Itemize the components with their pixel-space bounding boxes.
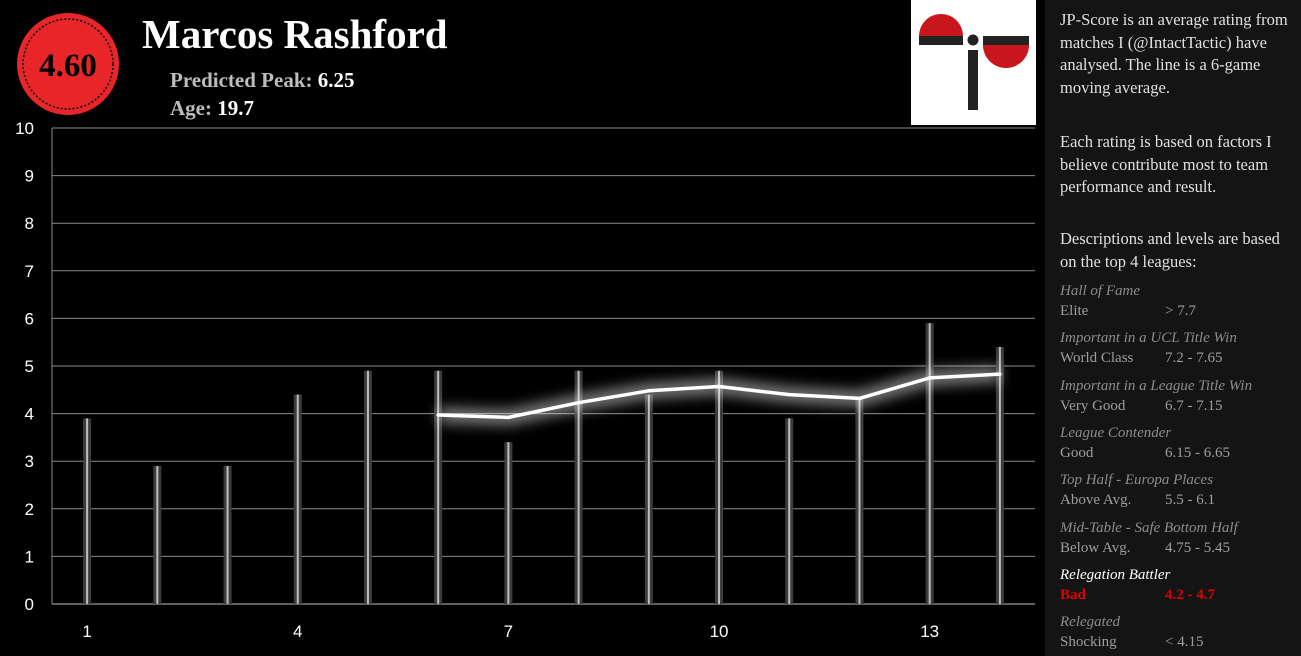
level-row: Below Avg. 4.75 - 5.45 (1060, 538, 1296, 558)
level-range: 6.15 - 6.65 (1165, 444, 1230, 461)
level-title: Relegation Battler (1060, 566, 1171, 583)
level-item: Important in a League Title Win Very Good… (1060, 376, 1296, 416)
bar-line (507, 442, 510, 604)
x-tick-label: 1 (82, 622, 91, 641)
y-tick-label: 8 (25, 214, 34, 233)
level-title: Important in a UCL Title Win (1060, 330, 1237, 347)
x-tick-label: 4 (293, 622, 302, 641)
y-tick-label: 10 (15, 119, 34, 138)
level-item: Top Half - Europa Places Above Avg. 5.5 - … (1060, 470, 1296, 510)
level-name: Elite (1060, 303, 1089, 319)
peak-value: 6.25 (317, 68, 355, 92)
level-name: Bad (1060, 586, 1086, 603)
x-tick-label: 10 (710, 622, 729, 641)
score-value: 4.60 (39, 48, 97, 84)
bar-line (998, 346, 1001, 604)
level-range: < 4.15 (1165, 634, 1204, 651)
level-row: Good 6.15 - 6.65 (1060, 443, 1296, 463)
info-panel: JP-Score is an average rating from match… (1045, 0, 1301, 656)
bar-line (577, 370, 580, 604)
y-tick-label: 9 (25, 167, 34, 186)
score-badge: 4.60 (17, 13, 119, 115)
level-range: 5.5 - 6.1 (1165, 492, 1215, 509)
y-tick-label: 5 (25, 357, 34, 376)
bar-line (788, 418, 791, 604)
level-row: World Class 7.2 - 7.65 (1060, 348, 1296, 368)
level-row: Bad 4.2 - 4.7 (1060, 585, 1296, 605)
level-name: Shocking (1060, 634, 1117, 651)
y-tick-label: 1 (25, 547, 34, 566)
level-name: World Class (1060, 350, 1134, 367)
bar-line (928, 323, 931, 604)
level-item: Hall of Fame Elite > 7.7 (1060, 281, 1296, 321)
x-tick-label: 13 (920, 622, 939, 641)
level-item: Important in a UCL Title Win World Class 7… (1060, 328, 1296, 368)
bar-line (296, 394, 299, 604)
y-tick-label: 2 (25, 500, 34, 519)
predicted-peak: Predicted Peak: 6.25 (170, 68, 355, 93)
level-range: 4.75 - 5.45 (1165, 539, 1230, 556)
level-name: Above Avg. (1060, 492, 1132, 509)
age-value: 19.7 (217, 96, 254, 120)
level-name: Very Good (1060, 397, 1126, 414)
level-item: Relegated Shocking < 4.15 (1060, 612, 1296, 652)
bar-line (226, 465, 229, 604)
y-tick-label: 0 (25, 595, 34, 614)
level-row: Very Good 6.7 - 7.15 (1060, 396, 1296, 416)
jp-logo-icon (911, 0, 1036, 125)
bar-line (366, 370, 369, 604)
level-range: > 7.7 (1165, 303, 1196, 319)
bar-line (858, 399, 861, 604)
y-tick-label: 7 (25, 262, 34, 281)
intro-text: JP-Score is an average rating from match… (1060, 10, 1288, 97)
level-title: Hall of Fame (1060, 283, 1140, 299)
level-item: League Contender Good 6.15 - 6.65 (1060, 423, 1296, 463)
bar-line (647, 394, 650, 604)
level-name: Below Avg. (1060, 539, 1131, 556)
bar-line (437, 370, 440, 604)
level-title: Important in a League Title Win (1060, 377, 1253, 394)
level-title: Relegated (1060, 614, 1120, 631)
factors-text: Each rating is based on factors I believ… (1060, 132, 1272, 196)
level-row: Elite > 7.7 (1060, 301, 1296, 321)
bar-line (718, 370, 721, 604)
level-title: Top Half - Europa Places (1060, 472, 1214, 489)
level-title: League Contender (1060, 424, 1172, 441)
level-range: 6.7 - 7.15 (1165, 397, 1223, 414)
levels-intro-text: Descriptions and levels are based on the… (1060, 229, 1280, 271)
player-name: Marcos Rashford (142, 11, 448, 57)
y-tick-label: 3 (25, 452, 34, 471)
bar-line (86, 418, 89, 604)
age: Age: 19.7 (170, 96, 254, 121)
bar-line (156, 465, 159, 604)
moving-average-line (436, 372, 1002, 420)
level-range: 4.2 - 4.7 (1165, 586, 1215, 603)
level-name: Good (1060, 444, 1094, 461)
level-item: Relegation Battler Bad 4.2 - 4.7 (1060, 565, 1296, 605)
level-range: 7.2 - 7.65 (1165, 350, 1223, 367)
level-row: Above Avg. 5.5 - 6.1 (1060, 490, 1296, 510)
chart: 0 1 2 3 4 5 6 7 8 9 10 1 4 7 10 13 (15, 119, 1035, 641)
y-tick-label: 6 (25, 309, 34, 328)
x-tick-label: 7 (504, 622, 513, 641)
age-label: Age: (170, 96, 212, 120)
peak-label: Predicted Peak: (170, 68, 313, 92)
level-row: Shocking < 4.15 (1060, 632, 1296, 652)
level-item: Mid-Table - Safe Bottom Half Below Avg. 4.… (1060, 518, 1296, 558)
y-tick-label: 4 (25, 405, 34, 424)
level-title: Mid-Table - Safe Bottom Half (1060, 519, 1238, 536)
